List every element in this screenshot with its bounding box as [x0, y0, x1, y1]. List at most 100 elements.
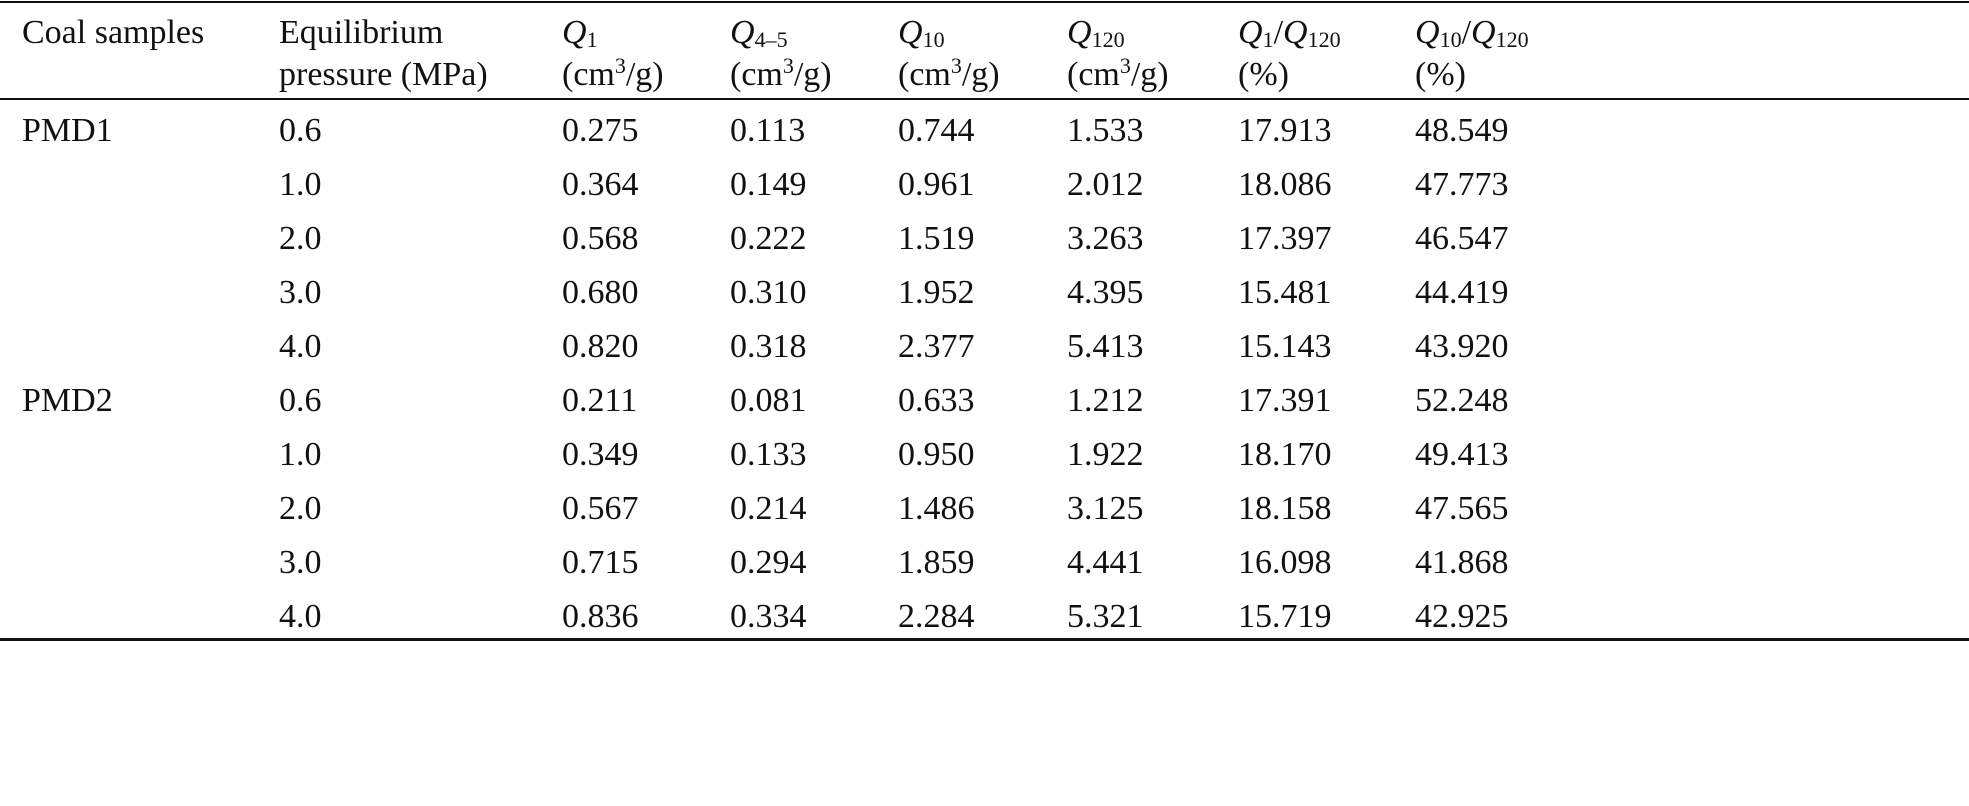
table-cell: 0.349: [562, 436, 639, 473]
header-line: (%): [1238, 54, 1341, 96]
table-cell: 0.6: [279, 112, 322, 149]
table-cell: 46.547: [1415, 220, 1509, 257]
sample-name: PMD2: [22, 382, 113, 419]
table-cell: 43.920: [1415, 328, 1509, 365]
table-cell: 1.486: [898, 490, 975, 527]
header-cell: Q10/Q120 (%): [1415, 12, 1529, 96]
table-cell: 49.413: [1415, 436, 1509, 473]
table-cell: 0.680: [562, 274, 639, 311]
table-cell: 47.773: [1415, 166, 1509, 203]
header-unit: /g): [625, 56, 664, 93]
header-cell: Q1 (cm3/g): [562, 12, 664, 96]
header-symbol: Q: [1067, 14, 1092, 51]
header-line: Q4–5: [730, 12, 832, 54]
header-unit: (cm: [898, 56, 951, 93]
header-text: Equilibrium pressure (MPa): [279, 14, 488, 93]
table-cell: 17.391: [1238, 382, 1332, 419]
header-symbol: Q: [1283, 14, 1308, 51]
header-superscript: 3: [950, 53, 962, 78]
header-line: (%): [1415, 54, 1529, 96]
table-cell: 3.125: [1067, 490, 1144, 527]
table-cell: 15.481: [1238, 274, 1332, 311]
table-cell: 15.143: [1238, 328, 1332, 365]
header-unit: /g): [793, 56, 832, 93]
header-subscript: 120: [1495, 27, 1529, 52]
table-cell: 42.925: [1415, 598, 1509, 635]
header-superscript: 3: [1119, 53, 1131, 78]
header-subscript: 10: [1439, 27, 1462, 52]
table-cell: 15.719: [1238, 598, 1332, 635]
table-cell: 2.377: [898, 328, 975, 365]
table-cell: 5.413: [1067, 328, 1144, 365]
header-subscript: 4–5: [754, 27, 788, 52]
header-symbol: Q: [1238, 14, 1263, 51]
table-cell: 2.284: [898, 598, 975, 635]
table-cell: 0.364: [562, 166, 639, 203]
table-cell: 0.961: [898, 166, 975, 203]
table-cell: 2.012: [1067, 166, 1144, 203]
header-line: Q1/Q120: [1238, 12, 1341, 54]
table-cell: 0.6: [279, 382, 322, 419]
table-cell: 1.859: [898, 544, 975, 581]
header-subscript: 120: [1091, 27, 1125, 52]
table-cell: 1.519: [898, 220, 975, 257]
table-cell: 0.310: [730, 274, 807, 311]
header-cell: Q10 (cm3/g): [898, 12, 1000, 96]
header-unit: (%): [1415, 56, 1466, 93]
table-cell: 48.549: [1415, 112, 1509, 149]
header-line: (cm3/g): [898, 54, 1000, 96]
table-cell: 18.086: [1238, 166, 1332, 203]
table-cell: 47.565: [1415, 490, 1509, 527]
table-cell: 44.419: [1415, 274, 1509, 311]
header-subscript: 10: [922, 27, 945, 52]
table-cell: 18.158: [1238, 490, 1332, 527]
table-cell: 5.321: [1067, 598, 1144, 635]
table-cell: 17.397: [1238, 220, 1332, 257]
table-cell: 0.744: [898, 112, 975, 149]
header-cell: Equilibrium pressure (MPa): [279, 12, 519, 96]
header-symbol: Q: [1415, 14, 1440, 51]
table-cell: 0.222: [730, 220, 807, 257]
header-line: (cm3/g): [562, 54, 664, 96]
table-cell: 0.149: [730, 166, 807, 203]
table-cell: 4.0: [279, 598, 322, 635]
header-line: (cm3/g): [730, 54, 832, 96]
table-cell: 17.913: [1238, 112, 1332, 149]
table-cell: 1.0: [279, 436, 322, 473]
header-unit: /g): [1130, 56, 1169, 93]
header-superscript: 3: [614, 53, 626, 78]
table-cell: 3.0: [279, 274, 322, 311]
table-cell: 16.098: [1238, 544, 1332, 581]
table-cell: 1.952: [898, 274, 975, 311]
table-cell: 1.533: [1067, 112, 1144, 149]
header-symbol: Q: [730, 14, 755, 51]
table-cell: 0.950: [898, 436, 975, 473]
header-symbol: Q: [898, 14, 923, 51]
table-cell: 4.441: [1067, 544, 1144, 581]
header-symbol: Q: [562, 14, 587, 51]
header-unit: (cm: [730, 56, 783, 93]
header-rule: [0, 98, 1969, 100]
table-cell: 0.113: [730, 112, 806, 149]
table-cell: 0.836: [562, 598, 639, 635]
table-cell: 0.294: [730, 544, 807, 581]
table-cell: 52.248: [1415, 382, 1509, 419]
table-cell: 4.0: [279, 328, 322, 365]
header-slash: /: [1273, 14, 1284, 51]
table-cell: 0.133: [730, 436, 807, 473]
header-slash: /: [1461, 14, 1472, 51]
header-cell: Q1/Q120 (%): [1238, 12, 1341, 96]
header-symbol: Q: [1471, 14, 1496, 51]
table-cell: 0.820: [562, 328, 639, 365]
table-cell: 0.275: [562, 112, 639, 149]
table-cell: 0.567: [562, 490, 639, 527]
table-cell: 3.263: [1067, 220, 1144, 257]
table-cell: 1.212: [1067, 382, 1144, 419]
table-cell: 0.334: [730, 598, 807, 635]
top-rule: [0, 1, 1969, 3]
header-unit: (cm: [562, 56, 615, 93]
header-line: Q1: [562, 12, 664, 54]
header-subscript: 120: [1307, 27, 1341, 52]
table-cell: 2.0: [279, 490, 322, 527]
